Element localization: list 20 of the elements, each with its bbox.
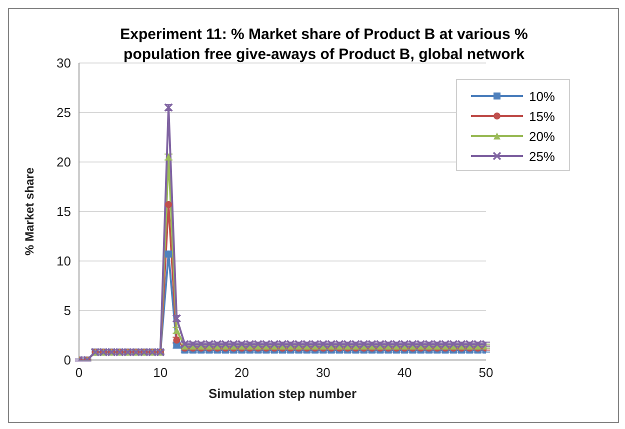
legend-label: 25% [528, 148, 555, 164]
y-tick-label: 25 [56, 105, 71, 120]
y-tick-label: 0 [64, 352, 71, 368]
x-tick-label: 30 [316, 365, 330, 380]
x-tick-label: 50 [478, 365, 494, 380]
x-tick-label: 0 [75, 365, 83, 380]
legend-label: 20% [528, 128, 555, 144]
y-tick-label: 30 [56, 56, 71, 71]
y-tick-label: 5 [64, 303, 71, 318]
y-tick-label: 20 [56, 154, 71, 170]
y-axis-title: % Market share [22, 167, 36, 256]
x-tick-label: 20 [234, 365, 250, 380]
x-tick-label: 40 [397, 365, 412, 380]
legend-label: 15% [528, 108, 555, 124]
x-axis-title: Simulation step number [208, 386, 357, 401]
chart-title: Experiment 11: % Market share of Product B at various % population free give-aways of Product B, global network [119, 25, 529, 65]
x-tick-label: 10 [153, 365, 168, 380]
legend-label: 10% [528, 88, 555, 104]
y-tick-label: 10 [56, 254, 71, 269]
y-tick-label: 15 [56, 204, 71, 220]
